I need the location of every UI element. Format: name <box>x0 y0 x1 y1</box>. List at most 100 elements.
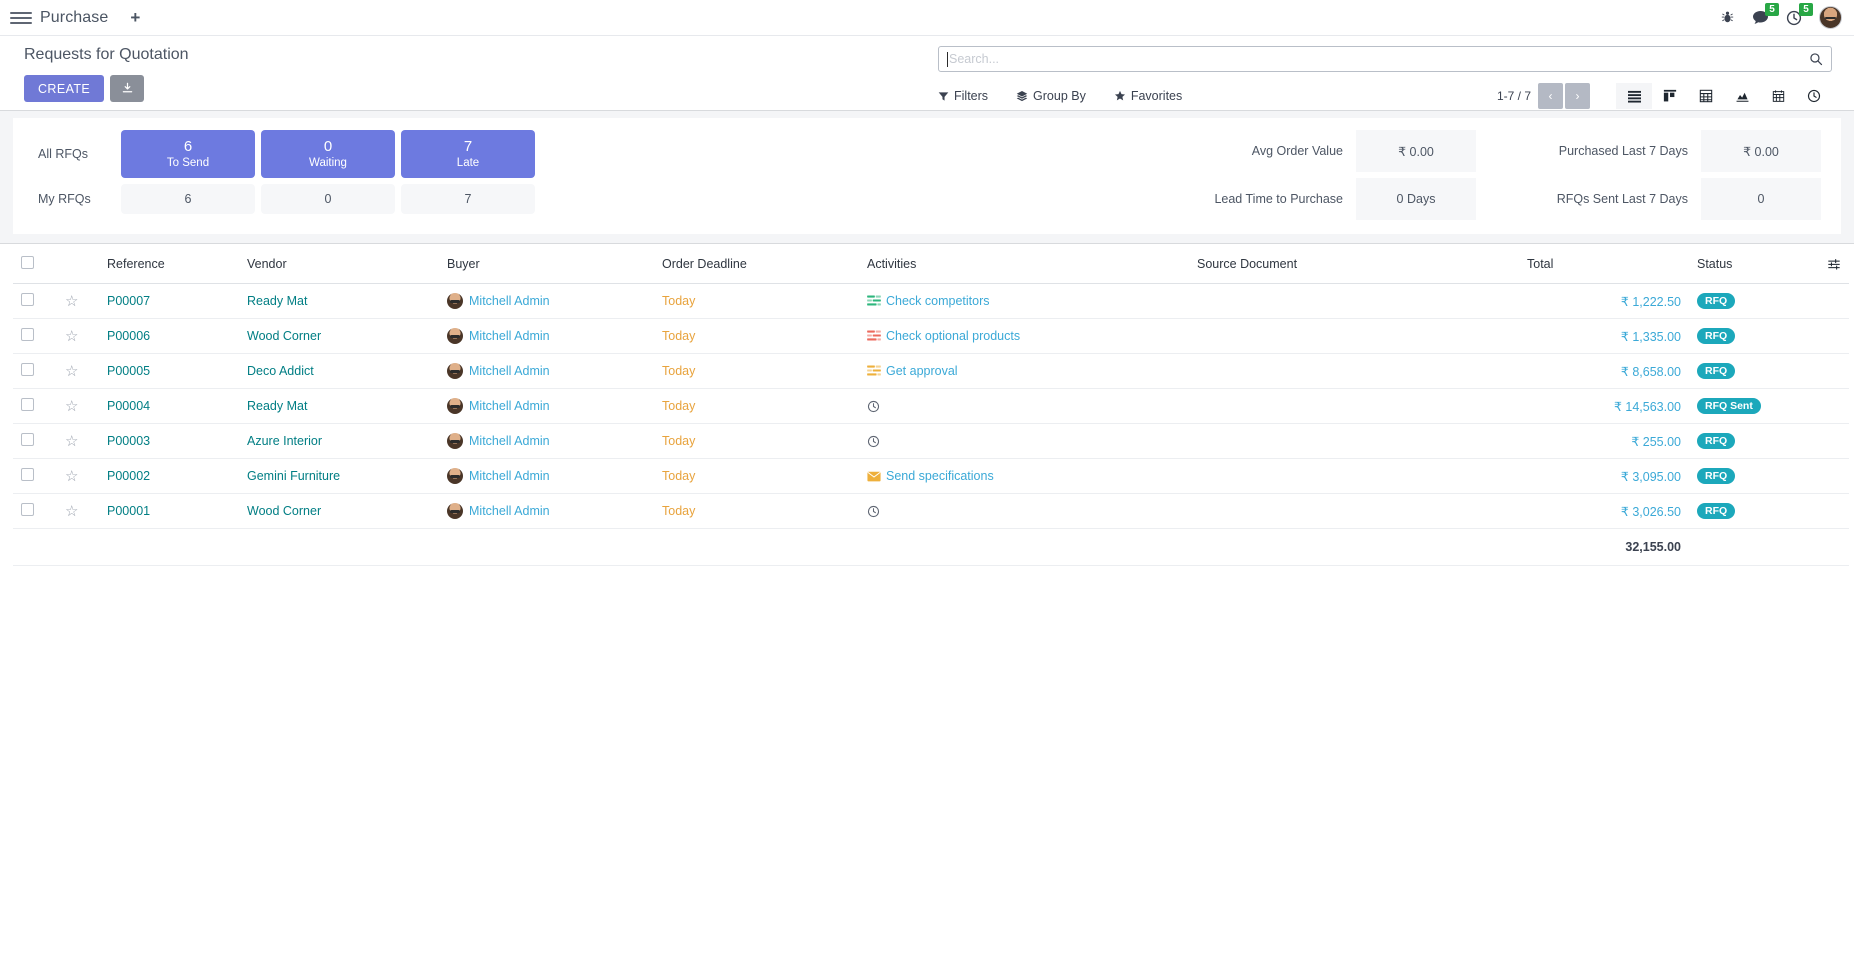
cell-vendor[interactable]: Wood Corner <box>239 493 439 529</box>
activity-view-button[interactable] <box>1796 83 1832 109</box>
star-icon[interactable]: ☆ <box>65 292 79 310</box>
cell-buyer[interactable]: Mitchell Admin <box>439 353 654 389</box>
row-checkbox[interactable] <box>21 433 34 446</box>
reference-link[interactable]: P00003 <box>107 434 151 448</box>
star-icon[interactable]: ☆ <box>65 362 79 380</box>
vendor-link[interactable]: Gemini Furniture <box>247 469 341 483</box>
vendor-link[interactable]: Azure Interior <box>247 434 323 448</box>
cell-total[interactable]: ₹ 3,095.00 <box>1519 458 1689 494</box>
user-avatar[interactable] <box>1819 6 1842 29</box>
group-by-dropdown[interactable]: Group By <box>1016 89 1086 103</box>
header-status[interactable]: Status <box>1689 244 1809 284</box>
activity-label[interactable]: Check optional products <box>886 329 1021 343</box>
cell-buyer[interactable]: Mitchell Admin <box>439 493 654 529</box>
metric-avg-order-value[interactable]: ₹ 0.00 <box>1356 130 1476 172</box>
cell-vendor[interactable]: Gemini Furniture <box>239 458 439 494</box>
cell-total[interactable]: ₹ 3,026.50 <box>1519 493 1689 529</box>
cell-source-document[interactable] <box>1189 283 1519 319</box>
cell-order-deadline[interactable]: Today <box>654 458 859 494</box>
cell-activities[interactable]: Check optional products <box>859 318 1189 354</box>
activities-clock-icon[interactable]: 5 <box>1786 2 1813 26</box>
cell-source-document[interactable] <box>1189 423 1519 459</box>
header-buyer[interactable]: Buyer <box>439 244 654 284</box>
import-button[interactable] <box>110 75 145 102</box>
app-title[interactable]: Purchase <box>40 8 109 26</box>
buyer-name[interactable]: Mitchell Admin <box>469 294 550 308</box>
cell-reference[interactable]: P00007 <box>99 283 239 319</box>
pivot-view-button[interactable] <box>1688 83 1724 109</box>
vendor-link[interactable]: Ready Mat <box>247 294 308 308</box>
cell-vendor[interactable]: Ready Mat <box>239 388 439 424</box>
cell-reference[interactable]: P00002 <box>99 458 239 494</box>
cell-total[interactable]: ₹ 255.00 <box>1519 423 1689 459</box>
header-vendor[interactable]: Vendor <box>239 244 439 284</box>
table-row[interactable]: ☆ P00007 Ready Mat Mitchell Admin Today … <box>13 283 1849 319</box>
cell-reference[interactable]: P00003 <box>99 423 239 459</box>
vendor-link[interactable]: Wood Corner <box>247 329 322 343</box>
star-icon[interactable]: ☆ <box>65 432 79 450</box>
cell-status[interactable]: RFQ <box>1689 493 1809 529</box>
graph-view-button[interactable] <box>1724 83 1760 109</box>
cell-order-deadline[interactable]: Today <box>654 493 859 529</box>
cell-activities[interactable]: Get approval <box>859 353 1189 389</box>
cell-order-deadline[interactable]: Today <box>654 353 859 389</box>
cell-activities[interactable] <box>859 423 1189 459</box>
search-icon[interactable] <box>1809 52 1823 66</box>
star-icon[interactable]: ☆ <box>65 467 79 485</box>
cell-source-document[interactable] <box>1189 458 1519 494</box>
cell-order-deadline[interactable]: Today <box>654 423 859 459</box>
cell-vendor[interactable]: Deco Addict <box>239 353 439 389</box>
clock-icon[interactable] <box>867 435 880 448</box>
vendor-link[interactable]: Deco Addict <box>247 364 314 378</box>
buyer-name[interactable]: Mitchell Admin <box>469 364 550 378</box>
row-checkbox[interactable] <box>21 363 34 376</box>
cell-vendor[interactable]: Wood Corner <box>239 318 439 354</box>
header-reference[interactable]: Reference <box>99 244 239 284</box>
cell-reference[interactable]: P00004 <box>99 388 239 424</box>
cell-buyer[interactable]: Mitchell Admin <box>439 283 654 319</box>
cell-buyer[interactable]: Mitchell Admin <box>439 318 654 354</box>
activity-label[interactable]: Send specifications <box>886 469 994 483</box>
table-row[interactable]: ☆ P00005 Deco Addict Mitchell Admin Toda… <box>13 353 1849 389</box>
cell-reference[interactable]: P00001 <box>99 493 239 529</box>
activity-label[interactable]: Get approval <box>886 364 958 378</box>
reference-link[interactable]: P00001 <box>107 504 151 518</box>
metric-rfqs-sent-7d[interactable]: 0 <box>1701 178 1821 220</box>
header-order-deadline[interactable]: Order Deadline <box>654 244 859 284</box>
favorites-dropdown[interactable]: Favorites <box>1114 89 1182 103</box>
cell-activities[interactable] <box>859 388 1189 424</box>
kanban-view-button[interactable] <box>1652 83 1688 109</box>
cell-source-document[interactable] <box>1189 353 1519 389</box>
row-checkbox[interactable] <box>21 398 34 411</box>
cell-reference[interactable]: P00005 <box>99 353 239 389</box>
buyer-name[interactable]: Mitchell Admin <box>469 469 550 483</box>
clock-icon[interactable] <box>867 505 880 518</box>
row-checkbox[interactable] <box>21 503 34 516</box>
tasks-icon[interactable] <box>867 295 881 307</box>
cell-status[interactable]: RFQ <box>1689 318 1809 354</box>
reference-link[interactable]: P00006 <box>107 329 151 343</box>
cell-vendor[interactable]: Ready Mat <box>239 283 439 319</box>
cell-activities[interactable] <box>859 493 1189 529</box>
messages-icon[interactable]: 5 <box>1752 3 1779 25</box>
cell-total[interactable]: ₹ 8,658.00 <box>1519 353 1689 389</box>
header-source-document[interactable]: Source Document <box>1189 244 1519 284</box>
select-all-checkbox[interactable] <box>21 256 34 269</box>
filters-dropdown[interactable]: Filters <box>938 89 988 103</box>
vendor-link[interactable]: Ready Mat <box>247 399 308 413</box>
clock-icon[interactable] <box>867 400 880 413</box>
cell-total[interactable]: ₹ 1,335.00 <box>1519 318 1689 354</box>
row-checkbox[interactable] <box>21 293 34 306</box>
list-view-button[interactable] <box>1616 83 1652 109</box>
row-checkbox[interactable] <box>21 468 34 481</box>
activity-label[interactable]: Check competitors <box>886 294 990 308</box>
header-activities[interactable]: Activities <box>859 244 1189 284</box>
kpi-my-late[interactable]: 7 <box>401 184 535 214</box>
star-icon[interactable]: ☆ <box>65 397 79 415</box>
hamburger-icon[interactable] <box>10 7 32 29</box>
cell-vendor[interactable]: Azure Interior <box>239 423 439 459</box>
buyer-name[interactable]: Mitchell Admin <box>469 434 550 448</box>
envelope-icon[interactable] <box>867 471 881 482</box>
cell-total[interactable]: ₹ 1,222.50 <box>1519 283 1689 319</box>
buyer-name[interactable]: Mitchell Admin <box>469 329 550 343</box>
